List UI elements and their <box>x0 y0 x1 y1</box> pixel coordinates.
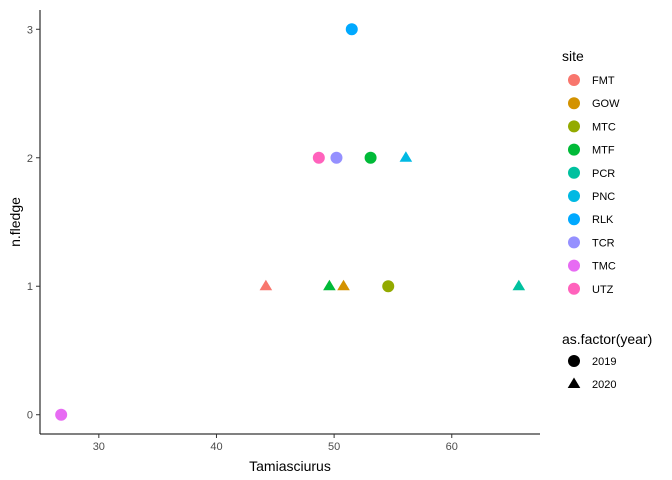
x-tick-label: 40 <box>210 441 222 453</box>
site-legend-swatch <box>568 213 580 226</box>
x-ticks: 30 40 50 60 <box>93 434 458 453</box>
data-point-rlk-2019 <box>345 23 358 36</box>
site-legend-swatch <box>568 74 580 86</box>
x-tick-label: 50 <box>328 441 340 453</box>
site-legend-label: MTF <box>592 145 615 157</box>
site-legend-item: TCR <box>568 236 615 249</box>
site-legend-item: FMT <box>568 74 615 87</box>
site-legend-swatch <box>568 282 580 295</box>
y-tick-label: 1 <box>27 281 33 293</box>
site-legend-swatch <box>568 166 580 179</box>
site-legend-label: FMT <box>592 75 615 87</box>
data-point-mtf-2019 <box>364 151 377 164</box>
y-axis-title: n.fledge <box>7 197 23 247</box>
site-legend-label: TMC <box>592 261 616 273</box>
site-legend-label: TCR <box>592 237 615 249</box>
year-legend-swatch <box>568 355 580 367</box>
site-legend-item: PNC <box>568 190 615 203</box>
data-point-mtc-2019 <box>382 280 395 293</box>
y-ticks: 0 1 2 3 <box>27 24 40 422</box>
site-legend-item: MTC <box>568 120 616 133</box>
site-legend-title: site <box>562 48 584 64</box>
site-legend-label: RLK <box>592 214 614 226</box>
data-point-utz-2019 <box>312 151 325 164</box>
site-legend-item: GOW <box>568 97 620 110</box>
site-legend-label: GOW <box>592 98 620 110</box>
year-legend-label: 2020 <box>592 379 616 391</box>
x-tick-label: 30 <box>93 441 105 453</box>
data-point-fmt-2020 <box>259 279 273 291</box>
year-legend: as.factor(year) 2019 2020 <box>562 331 652 391</box>
data-point-pnc-2020 <box>399 151 413 162</box>
site-legend-item: TMC <box>568 259 616 273</box>
site-legend-label: PCR <box>592 168 615 180</box>
site-legend-item: MTF <box>568 143 615 157</box>
site-legend-item: RLK <box>568 213 614 226</box>
data-point-tmc-2019 <box>55 408 68 421</box>
site-legend-swatch <box>568 120 580 133</box>
site-legend-label: UTZ <box>592 284 614 296</box>
site-legend-swatch <box>568 190 580 202</box>
data-point-tcr-2019 <box>330 151 343 164</box>
year-legend-item: 2020 <box>567 377 616 391</box>
y-tick-label: 2 <box>27 153 33 165</box>
y-tick-label: 3 <box>27 24 33 36</box>
site-legend-swatch <box>568 143 580 156</box>
x-tick-label: 60 <box>446 441 458 453</box>
site-legend-item: PCR <box>568 166 615 180</box>
site-legend-swatch <box>568 97 580 110</box>
site-legend-label: PNC <box>592 191 615 203</box>
year-legend-swatch <box>567 377 581 388</box>
data-point-mtf-2020 <box>323 279 336 291</box>
year-legend-label: 2019 <box>592 356 616 368</box>
site-legend-items: FMT GOW MTC MTF PCR PNC RLK TCR TMC UTZ <box>568 74 620 296</box>
year-legend-title: as.factor(year) <box>562 331 652 347</box>
year-legend-items: 2019 2020 <box>567 355 616 391</box>
data-point-gow-2020 <box>337 279 350 291</box>
points-layer <box>55 23 526 421</box>
data-point-pcr-2020 <box>512 279 526 291</box>
site-legend: site FMT GOW MTC MTF PCR PNC RLK TCR TMC UTZ <box>562 48 620 296</box>
x-axis-title: Tamiasciurus <box>249 458 331 474</box>
site-legend-swatch <box>568 236 580 249</box>
site-legend-label: MTC <box>592 121 616 133</box>
y-tick-label: 0 <box>27 410 33 422</box>
site-legend-swatch <box>568 259 580 272</box>
year-legend-item: 2019 <box>568 355 616 368</box>
site-legend-item: UTZ <box>568 282 614 296</box>
